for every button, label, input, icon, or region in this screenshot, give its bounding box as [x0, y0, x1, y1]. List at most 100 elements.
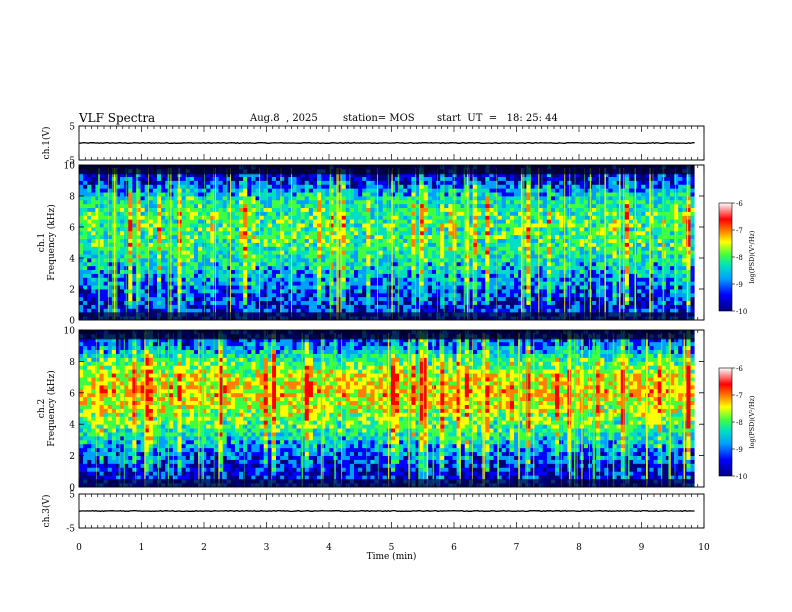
spectrogram-cell: [546, 277, 552, 282]
spectrogram-cell: [263, 192, 269, 197]
spectrogram-cell: [514, 203, 519, 209]
spectrogram-cell: [140, 261, 146, 267]
spectrogram-cell: [87, 296, 92, 302]
spectrogram-cell: [128, 277, 133, 282]
spectrogram-cell: [107, 304, 113, 309]
spectrogram-cell: [485, 300, 490, 305]
spectrogram-cell: [337, 292, 343, 298]
spectrogram-cell: [370, 265, 375, 271]
spectrogram-cell: [161, 219, 166, 224]
spectrogram-cell: [497, 296, 503, 302]
spectrogram-cell: [193, 269, 199, 274]
spectrogram-cell: [161, 199, 166, 205]
spectrogram-cell: [259, 184, 265, 189]
spectrogram-cell: [382, 258, 388, 263]
spectrogram-cell: [358, 215, 363, 220]
spectrogram-cell: [161, 223, 166, 228]
spectrogram-cell: [378, 207, 384, 212]
spectrogram-cell: [206, 176, 211, 181]
spectrogram-cell: [152, 192, 158, 197]
spectrogram-cell: [165, 184, 170, 189]
spectrogram-cell: [87, 265, 92, 271]
spectrogram-cell: [550, 242, 556, 247]
spectrogram-cell: [571, 261, 576, 267]
spectrogram-cell: [550, 277, 556, 282]
spectrogram-cell: [563, 281, 568, 286]
spectrogram-cell: [575, 261, 581, 267]
spectrogram-cell: [267, 273, 273, 278]
spectrogram-cell: [546, 258, 552, 263]
spectrogram-cell: [452, 184, 457, 189]
spectrogram-cell: [378, 265, 384, 271]
spectrogram-cell: [243, 238, 248, 243]
spectrogram-cell: [333, 261, 338, 267]
spectrogram-cell: [514, 219, 519, 224]
spectrogram-cell: [395, 238, 400, 243]
spectrogram-cell: [181, 176, 187, 181]
spectrogram-cell: [251, 211, 256, 216]
spectrogram-cell: [210, 223, 215, 228]
spectrogram-cell: [247, 223, 252, 228]
spectrogram-cell: [198, 227, 203, 232]
spectrogram-cell: [481, 238, 486, 243]
spectrogram-cell: [267, 304, 273, 309]
spectrogram-cell: [481, 285, 486, 290]
spectrogram-cell: [95, 207, 100, 212]
spectrogram-cell: [263, 172, 269, 178]
spectrogram-cell: [550, 281, 556, 286]
spectrogram-cell: [107, 285, 113, 290]
spectrogram-cell: [181, 211, 187, 216]
spectrogram-cell: [239, 246, 244, 251]
spectrogram-cell: [575, 172, 581, 178]
spectrogram-cell: [296, 199, 302, 205]
spectrogram-cell: [436, 230, 441, 236]
spectrogram-cell: [144, 199, 150, 205]
spectrogram-cell: [251, 215, 256, 220]
spectrogram-cell: [255, 207, 260, 212]
spectrogram-cell: [218, 199, 224, 205]
spectrogram-cell: [280, 234, 285, 240]
spectrogram-cell: [403, 285, 408, 290]
spectrogram-cell: [436, 296, 441, 302]
spectrogram-cell: [395, 223, 400, 228]
spectrogram-cell: [230, 258, 236, 263]
spectrogram-cell: [366, 211, 371, 216]
spectrogram-cell: [583, 203, 589, 209]
spectrogram-cell: [431, 184, 437, 189]
spectrogram-cell: [276, 199, 281, 205]
spectrogram-cell: [243, 250, 248, 255]
spectrogram-cell: [312, 246, 318, 251]
spectrogram-cell: [128, 292, 133, 298]
spectrogram-cell: [234, 296, 240, 302]
spectrogram-cell: [362, 199, 367, 205]
spectrogram-cell: [79, 296, 84, 302]
spectrogram-cell: [308, 269, 314, 274]
spectrogram-cell: [575, 277, 581, 282]
spectrogram-cell: [292, 258, 297, 263]
spectrogram-cell: [103, 254, 109, 259]
spectrogram-cell: [308, 254, 314, 259]
spectrogram-cell: [280, 269, 285, 274]
spectrogram-cell: [436, 211, 441, 216]
spectrogram-cell: [460, 269, 466, 274]
spectrogram-cell: [304, 238, 310, 243]
spectrogram-cell: [423, 281, 429, 286]
spectrogram-cell: [497, 261, 503, 267]
spectrogram-cell: [374, 203, 379, 209]
spectrogram-cell: [571, 211, 576, 216]
spectrogram-cell: [575, 308, 581, 313]
spectrogram-cell: [280, 180, 285, 185]
spectrogram-cell: [193, 192, 199, 197]
spectrogram-cell: [87, 254, 92, 259]
spectrogram-cell: [534, 172, 540, 178]
spectrogram-cell: [518, 176, 523, 181]
spectrogram-cell: [214, 304, 219, 309]
spectrogram-cell: [107, 234, 113, 240]
spectrogram-cell: [366, 192, 371, 197]
spectrogram-cell: [144, 207, 150, 212]
spectrogram-cell: [456, 234, 462, 240]
spectrogram-cell: [481, 192, 486, 197]
spectrogram-cell: [267, 188, 273, 193]
spectrogram-cell: [259, 277, 265, 282]
spectrogram-cell: [284, 176, 289, 181]
